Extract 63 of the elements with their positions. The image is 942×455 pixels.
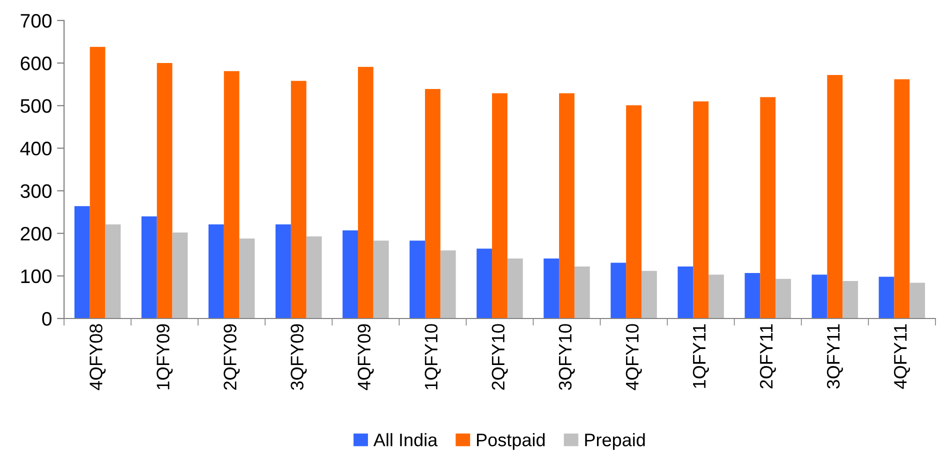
x-tick-label: 2QFY09 [224,324,240,390]
bar [105,224,121,318]
bar [708,274,724,318]
x-tick-label: 1QFY10 [424,324,441,390]
bar [156,63,172,318]
bar [476,248,492,318]
y-tick-label: 500 [20,99,52,113]
bar [276,224,291,318]
bar [641,270,657,318]
y-tick-label: 200 [20,226,52,241]
x-tick-label: 4QFY09 [358,324,374,390]
bar [208,224,224,318]
y-tick-label: 700 [20,14,52,28]
x-tick-label: 4QFY10 [626,324,642,390]
x-tick-label: 4QFY08 [90,324,106,390]
bar [894,79,910,318]
x-tick-label: 2QFY10 [492,324,508,390]
x-tick-label: 3QFY10 [558,324,575,390]
bar [610,262,626,318]
y-tick-label: 100 [21,269,52,284]
bar [74,206,90,318]
x-tick-label: 1QFY11 [692,324,709,388]
bar [693,101,709,318]
y-tick-label: 0 [42,312,52,326]
bar [224,71,240,318]
bar [827,74,843,318]
bar [141,216,157,318]
bar [760,97,776,318]
x-tick-label: 3QFY09 [290,324,307,390]
bar [492,93,508,318]
y-tick-label: 400 [20,142,52,156]
legend-label: Prepaid [585,433,645,450]
x-tick-label: 1QFY09 [156,324,173,390]
bar [842,281,858,318]
x-tick-label: 2QFY11 [760,324,776,388]
legend-label: Postpaid [477,433,545,450]
x-tick-label: 3QFY11 [826,324,843,389]
bar [410,240,425,318]
bar [678,266,694,318]
bar [910,282,926,318]
bar [358,66,374,318]
y-tick-label: 300 [20,184,52,198]
bar [626,105,642,318]
bar [306,236,322,318]
bar [878,276,894,318]
legend-label: All India [373,433,438,446]
bar [440,250,456,318]
bar [373,240,389,318]
bar [172,232,188,318]
bar [239,238,255,318]
bar [544,258,560,318]
bar [776,278,791,318]
bar [342,230,358,318]
bar [812,274,828,318]
x-tick-label: 4QFY11 [894,324,910,389]
bar [574,266,590,318]
bar [290,80,306,318]
bar [90,46,106,318]
bar [744,272,760,318]
y-tick-label: 600 [20,56,52,70]
bar [424,89,440,318]
bar [507,258,523,318]
bar [559,93,574,318]
